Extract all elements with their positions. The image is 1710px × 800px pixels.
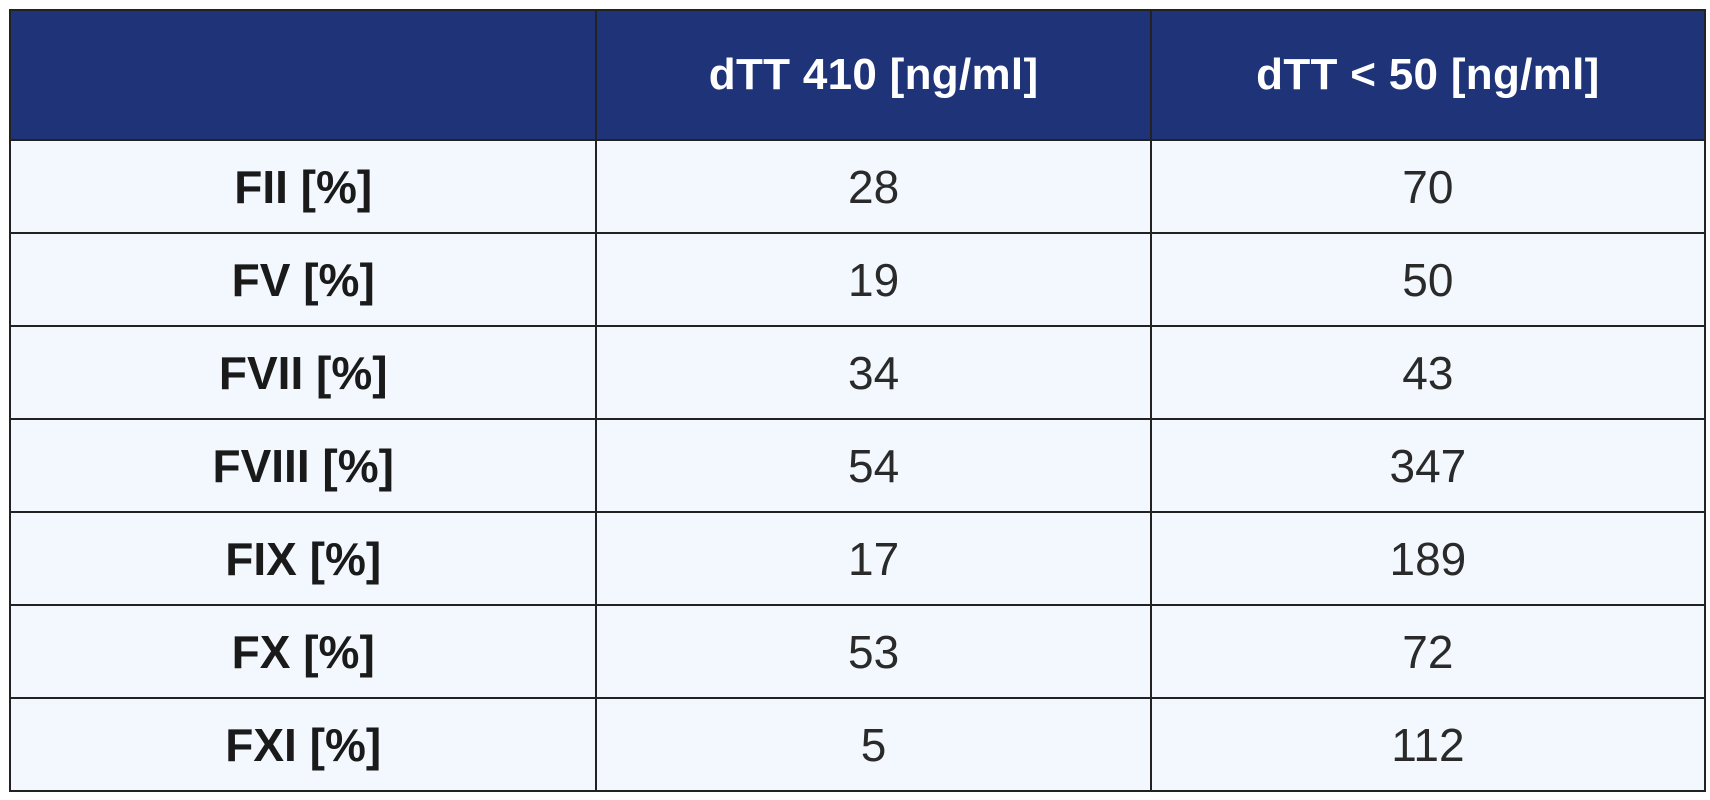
table-row: FVIII [%] 54 347 xyxy=(8,418,1707,513)
row-label: FV [%] xyxy=(8,232,598,327)
row-label: FVIII [%] xyxy=(8,418,598,513)
cell-value: 17 xyxy=(595,511,1152,606)
table-row: FII [%] 28 70 xyxy=(8,139,1707,234)
cell-value: 112 xyxy=(1149,697,1707,792)
row-label: FXI [%] xyxy=(8,697,598,792)
cell-value: 53 xyxy=(595,604,1152,699)
coagulation-factor-table: dTT 410 [ng/ml] dTT < 50 [ng/ml] FII [%]… xyxy=(8,9,1707,792)
cell-value: 50 xyxy=(1149,232,1707,327)
cell-value: 72 xyxy=(1149,604,1707,699)
cell-value: 189 xyxy=(1149,511,1707,606)
cell-value: 70 xyxy=(1149,139,1707,234)
table-row: FIX [%] 17 189 xyxy=(8,511,1707,606)
cell-value: 5 xyxy=(595,697,1152,792)
table-row: FXI [%] 5 112 xyxy=(8,697,1707,792)
header-corner-cell xyxy=(8,9,598,141)
cell-value: 19 xyxy=(595,232,1152,327)
row-label: FX [%] xyxy=(8,604,598,699)
cell-value: 34 xyxy=(595,325,1152,420)
header-dtt-410: dTT 410 [ng/ml] xyxy=(595,9,1152,141)
header-dtt-under-50: dTT < 50 [ng/ml] xyxy=(1149,9,1707,141)
row-label: FII [%] xyxy=(8,139,598,234)
header-row: dTT 410 [ng/ml] dTT < 50 [ng/ml] xyxy=(8,9,1707,141)
table-row: FX [%] 53 72 xyxy=(8,604,1707,699)
table-row: FV [%] 19 50 xyxy=(8,232,1707,327)
row-label: FVII [%] xyxy=(8,325,598,420)
table-row: FVII [%] 34 43 xyxy=(8,325,1707,420)
cell-value: 347 xyxy=(1149,418,1707,513)
cell-value: 43 xyxy=(1149,325,1707,420)
cell-value: 28 xyxy=(595,139,1152,234)
row-label: FIX [%] xyxy=(8,511,598,606)
data-table-container: dTT 410 [ng/ml] dTT < 50 [ng/ml] FII [%]… xyxy=(8,9,1707,792)
cell-value: 54 xyxy=(595,418,1152,513)
